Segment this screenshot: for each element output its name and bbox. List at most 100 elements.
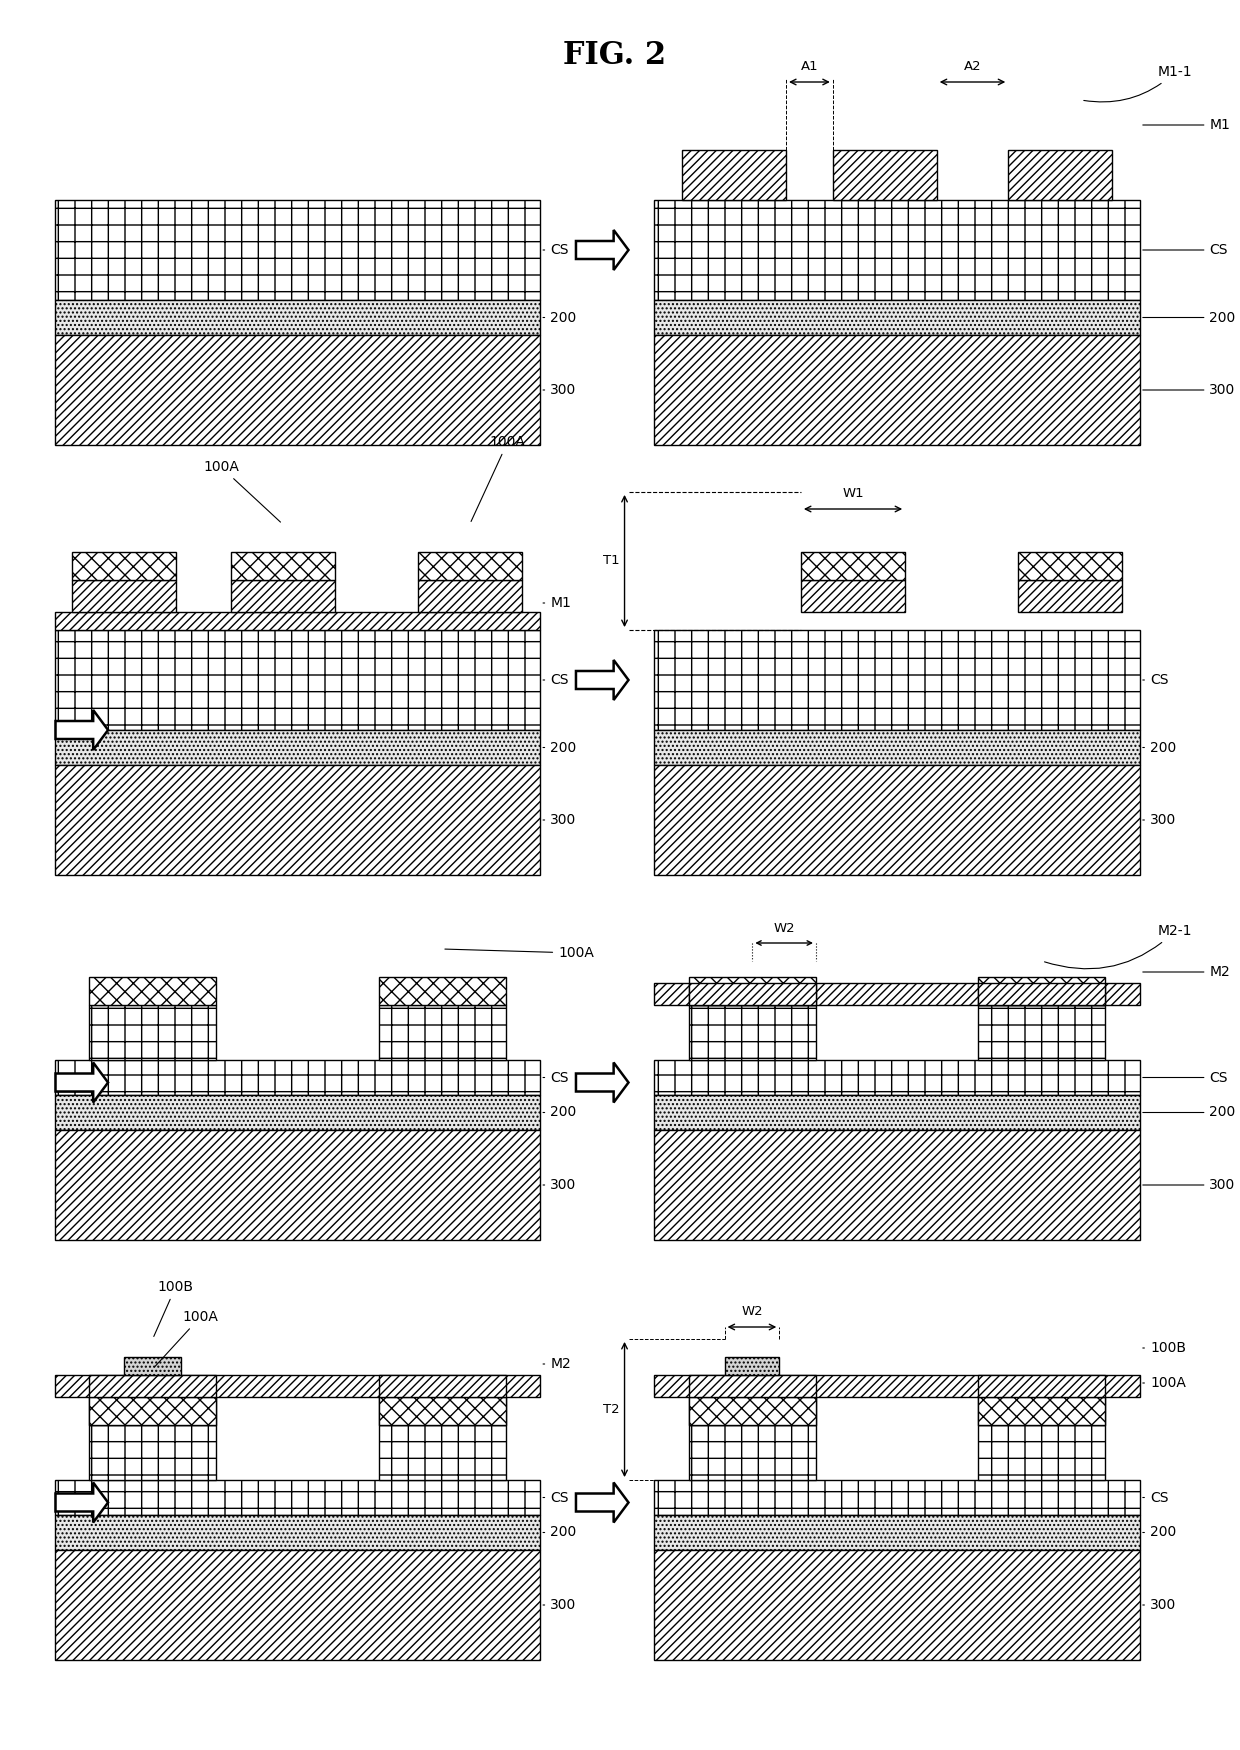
- Bar: [89, 1376, 216, 1396]
- Text: 200: 200: [1143, 1526, 1177, 1540]
- Text: W1: W1: [842, 487, 864, 500]
- Bar: [724, 1356, 779, 1376]
- Text: 300: 300: [1143, 1178, 1236, 1192]
- Bar: [55, 1096, 541, 1130]
- Bar: [655, 1096, 1140, 1130]
- Bar: [689, 1396, 816, 1424]
- Bar: [55, 1060, 541, 1096]
- Text: FIG. 2: FIG. 2: [563, 40, 666, 70]
- Text: 300: 300: [1143, 383, 1236, 397]
- Text: 200: 200: [543, 1526, 577, 1540]
- Text: M1-1: M1-1: [1084, 65, 1193, 102]
- Text: 200: 200: [543, 1106, 577, 1120]
- Text: 100A: 100A: [471, 436, 526, 522]
- Bar: [55, 630, 541, 730]
- Bar: [655, 730, 1140, 765]
- Bar: [801, 579, 905, 612]
- Polygon shape: [575, 229, 629, 270]
- Bar: [378, 1424, 506, 1480]
- Text: M2: M2: [1143, 964, 1230, 978]
- Bar: [89, 1396, 216, 1424]
- Text: A2: A2: [963, 60, 981, 74]
- Bar: [655, 1550, 1140, 1661]
- Bar: [55, 612, 541, 630]
- Text: 200: 200: [543, 740, 577, 754]
- Bar: [689, 1424, 816, 1480]
- Text: 300: 300: [543, 814, 577, 828]
- Text: 300: 300: [543, 1598, 577, 1612]
- Text: CS: CS: [1143, 1071, 1228, 1085]
- Bar: [55, 1376, 541, 1396]
- Text: M2-1: M2-1: [1044, 924, 1193, 970]
- Bar: [378, 1396, 506, 1424]
- Bar: [89, 1396, 216, 1424]
- Text: M1: M1: [1143, 117, 1230, 131]
- Polygon shape: [575, 660, 629, 700]
- Text: 300: 300: [1143, 814, 1177, 828]
- Bar: [655, 765, 1140, 875]
- Text: CS: CS: [1143, 1491, 1168, 1505]
- Bar: [833, 150, 936, 200]
- Bar: [89, 1004, 216, 1060]
- Bar: [1008, 150, 1112, 200]
- Text: W2: W2: [742, 1306, 763, 1318]
- Bar: [55, 1130, 541, 1241]
- Bar: [655, 200, 1140, 299]
- Bar: [978, 1004, 1105, 1060]
- Bar: [55, 1480, 541, 1516]
- Polygon shape: [56, 1482, 108, 1522]
- Bar: [231, 551, 335, 579]
- Bar: [978, 1376, 1105, 1396]
- Text: 100A: 100A: [1143, 1376, 1185, 1390]
- Bar: [124, 1356, 181, 1376]
- Bar: [418, 579, 522, 612]
- Bar: [378, 1004, 506, 1060]
- Text: CS: CS: [1143, 243, 1228, 257]
- Text: M2: M2: [543, 1356, 570, 1370]
- Text: W2: W2: [774, 922, 795, 934]
- Bar: [72, 579, 176, 612]
- Bar: [378, 977, 506, 1004]
- Text: 100A: 100A: [445, 947, 594, 961]
- Text: 200: 200: [1143, 740, 1177, 754]
- Bar: [55, 1550, 541, 1661]
- Text: CS: CS: [543, 674, 569, 688]
- Bar: [55, 200, 541, 299]
- Text: M1: M1: [543, 597, 572, 611]
- Text: 200: 200: [1143, 1106, 1236, 1120]
- Bar: [689, 1396, 816, 1424]
- Text: CS: CS: [543, 1491, 569, 1505]
- Bar: [655, 1516, 1140, 1550]
- Bar: [72, 551, 176, 579]
- Bar: [655, 1130, 1140, 1241]
- Bar: [978, 1396, 1105, 1424]
- Bar: [89, 977, 216, 1004]
- Bar: [978, 977, 1105, 1004]
- Bar: [682, 150, 786, 200]
- Text: 100A: 100A: [155, 1311, 218, 1367]
- Text: CS: CS: [543, 1071, 569, 1085]
- Bar: [655, 984, 1140, 1004]
- Text: T1: T1: [603, 555, 620, 567]
- Bar: [55, 334, 541, 444]
- Bar: [89, 1424, 216, 1480]
- Bar: [978, 1396, 1105, 1424]
- Text: CS: CS: [1143, 674, 1168, 688]
- Text: 100A: 100A: [203, 460, 280, 522]
- Bar: [655, 1376, 1140, 1396]
- Bar: [231, 579, 335, 612]
- Bar: [378, 1396, 506, 1424]
- Text: 200: 200: [543, 310, 577, 324]
- Bar: [655, 334, 1140, 444]
- Bar: [1018, 579, 1122, 612]
- Bar: [689, 977, 816, 1004]
- Polygon shape: [56, 1062, 108, 1102]
- Bar: [378, 1376, 506, 1396]
- Polygon shape: [575, 1482, 629, 1522]
- Polygon shape: [56, 710, 108, 751]
- Bar: [655, 299, 1140, 334]
- Bar: [418, 551, 522, 579]
- Text: 300: 300: [543, 383, 577, 397]
- Bar: [655, 1480, 1140, 1516]
- Bar: [55, 299, 541, 334]
